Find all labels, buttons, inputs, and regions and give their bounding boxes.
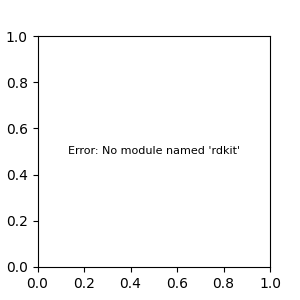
Text: Error: No module named 'rdkit': Error: No module named 'rdkit' [68,146,240,157]
